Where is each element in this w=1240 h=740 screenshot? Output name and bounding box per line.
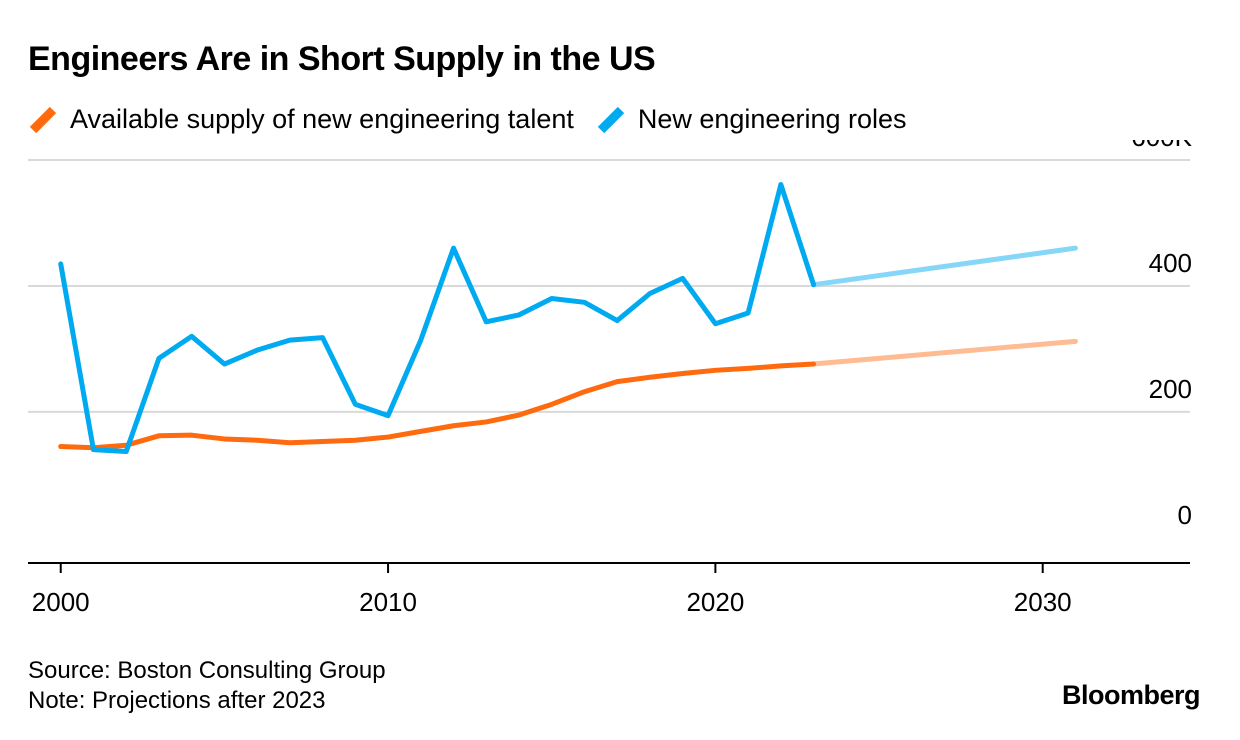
series-supply-line (58, 361, 817, 451)
legend-label-supply: Available supply of new engineering tale… (70, 104, 574, 134)
x-tick-label: 2000 (32, 587, 90, 617)
projection-note: Note: Projections after 2023 (28, 687, 326, 714)
y-tick-label: 600K (1131, 140, 1192, 152)
line-chart: 0 200 400 600K 2000 2010 2020 2030 (28, 140, 1193, 617)
legend: Available supply of new engineering tale… (28, 104, 929, 135)
series-roles-projection-line (811, 245, 1078, 288)
source-note: Source: Boston Consulting Group (28, 657, 386, 684)
x-tick-label: 2030 (1014, 587, 1072, 617)
series-roles-line (58, 182, 817, 455)
x-tick-label: 2020 (686, 587, 744, 617)
legend-item-supply: Available supply of new engineering tale… (28, 104, 574, 135)
footer: Source: Boston Consulting Group Note: Pr… (28, 656, 386, 716)
legend-swatch-supply (29, 106, 57, 133)
legend-swatch-roles (597, 106, 625, 133)
legend-item-roles: New engineering roles (596, 104, 907, 135)
bloomberg-logo: Bloomberg (1061, 680, 1201, 710)
y-tick-label: 0 (1178, 500, 1192, 530)
series-supply-projection-line (811, 338, 1078, 367)
y-tick-label: 200 (1149, 374, 1192, 404)
legend-label-roles: New engineering roles (637, 104, 907, 134)
chart-title: Engineers Are in Short Supply in the US (28, 40, 656, 78)
x-tick-label: 2010 (359, 587, 417, 617)
y-tick-label: 400 (1149, 248, 1192, 278)
